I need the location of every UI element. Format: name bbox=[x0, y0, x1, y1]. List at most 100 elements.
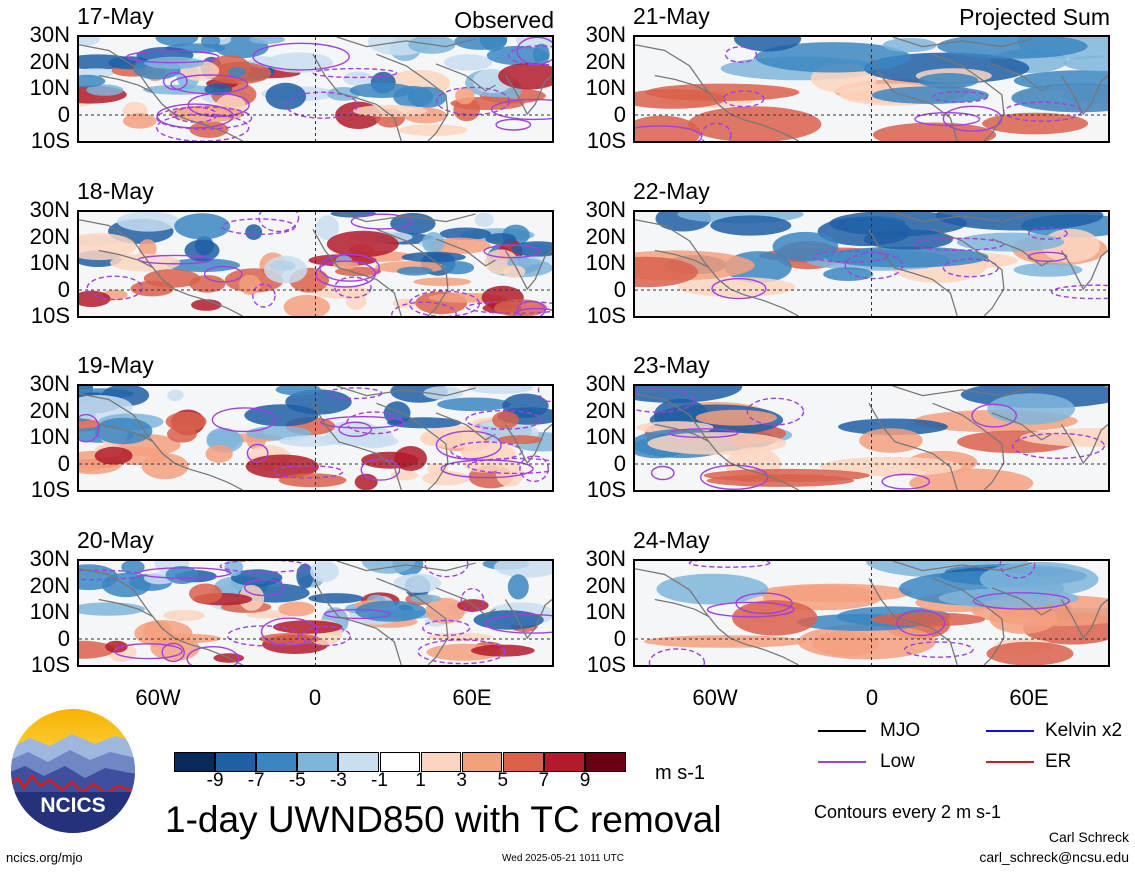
lat-label-10n: 10N bbox=[585, 250, 626, 275]
colorbar-label-10: 9 bbox=[579, 770, 591, 791]
colorbar-label-1: -9 bbox=[206, 770, 224, 791]
legend-low-label: Low bbox=[880, 751, 915, 772]
lat-label-20n: 20N bbox=[585, 572, 626, 598]
colorbar-label-5: -1 bbox=[371, 770, 388, 791]
legend-kelvin-label: Kelvin x2 bbox=[1045, 720, 1123, 741]
lat-label-30n: 30N bbox=[29, 22, 70, 47]
lat-label-10s: 10S bbox=[30, 128, 70, 153]
lat-label-10n: 10N bbox=[29, 599, 70, 624]
chart-title: 1-day UWND850 with TC removal bbox=[165, 799, 722, 840]
ncics-logo[interactable]: NCICS bbox=[10, 708, 136, 834]
legend-er-label: ER bbox=[1045, 751, 1072, 772]
colorbar-label-9: 7 bbox=[538, 770, 550, 791]
panel-date-observed-3: 19-May bbox=[77, 352, 154, 378]
colorbar-label-6: 1 bbox=[415, 770, 426, 791]
colorbar-swatch-2 bbox=[215, 752, 256, 772]
contour-note: Contours every 2 m s-1 bbox=[814, 802, 1002, 822]
lon-label-0-left: 0 bbox=[308, 685, 322, 710]
lat-label-30n: 30N bbox=[29, 371, 70, 396]
lat-label-20n: 20N bbox=[585, 48, 626, 74]
lat-label-10n: 10N bbox=[29, 75, 70, 100]
lon-label-60w-right: 60W bbox=[692, 685, 738, 710]
author-email[interactable]: carl_schreck@ncsu.edu bbox=[979, 849, 1129, 865]
lat-label-20n: 20N bbox=[29, 223, 70, 249]
colorbar-label-2: -7 bbox=[247, 770, 265, 791]
lon-label-60w-left: 60W bbox=[135, 685, 181, 710]
legend-mjo-line bbox=[818, 730, 866, 732]
lat-label-10s: 10S bbox=[586, 652, 626, 677]
colorbar-label-8: 5 bbox=[497, 770, 509, 791]
lat-label-10n: 10N bbox=[29, 424, 70, 449]
lat-label-30n: 30N bbox=[585, 371, 626, 396]
colorbar-swatch-10 bbox=[543, 752, 585, 772]
map-panel-projected-4 bbox=[633, 559, 1110, 667]
map-panel-observed-3 bbox=[77, 384, 554, 492]
lon-label-0-right: 0 bbox=[865, 685, 879, 710]
panel-date-projected-1: 21-May bbox=[633, 3, 710, 29]
panel-date-projected-3: 23-May bbox=[633, 352, 710, 378]
lat-label-20n: 20N bbox=[585, 223, 626, 249]
lat-label-20n: 20N bbox=[29, 397, 70, 423]
colorbar-swatch-7 bbox=[420, 752, 462, 772]
panel-date-observed-1: 17-May bbox=[77, 3, 154, 29]
lat-label-10s: 10S bbox=[586, 303, 626, 328]
lat-label-10n: 10N bbox=[29, 250, 70, 275]
lat-label-0: 0 bbox=[57, 625, 70, 651]
map-panel-projected-1 bbox=[633, 35, 1110, 143]
lat-label-30n: 30N bbox=[585, 546, 626, 571]
legend-kelvin-line bbox=[986, 730, 1034, 732]
lat-label-30n: 30N bbox=[29, 546, 70, 571]
colorbar-swatch-11 bbox=[585, 752, 626, 772]
colorbar-swatch-5 bbox=[338, 752, 380, 772]
lon-label-60e-left: 60E bbox=[452, 685, 492, 710]
site-link[interactable]: ncics.org/mjo bbox=[6, 850, 83, 865]
colorbar-units: m s-1 bbox=[655, 762, 705, 784]
lat-label-20n: 20N bbox=[585, 397, 626, 423]
timestamp: Wed 2025-05-21 1011 UTC bbox=[502, 853, 624, 864]
lat-label-0: 0 bbox=[613, 101, 626, 127]
map-panel-observed-4 bbox=[77, 559, 554, 667]
panel-date-observed-4: 20-May bbox=[77, 527, 154, 553]
lat-label-0: 0 bbox=[613, 450, 626, 476]
lat-label-10n: 10N bbox=[585, 424, 626, 449]
lon-label-60e-right: 60E bbox=[1009, 685, 1049, 710]
lat-label-10s: 10S bbox=[586, 477, 626, 502]
lat-label-30n: 30N bbox=[585, 197, 626, 222]
colorbar-swatch-6 bbox=[379, 752, 421, 772]
panel-date-projected-4: 24-May bbox=[633, 527, 710, 553]
colorbar-swatch-4 bbox=[297, 752, 339, 772]
panel-date-observed-2: 18-May bbox=[77, 178, 154, 204]
lat-label-30n: 30N bbox=[29, 197, 70, 222]
projected-label: Projected Sum bbox=[959, 4, 1110, 30]
lat-label-10s: 10S bbox=[30, 477, 70, 502]
legend-er-line bbox=[986, 761, 1034, 763]
lat-label-10s: 10S bbox=[30, 652, 70, 677]
map-panel-observed-2 bbox=[77, 210, 554, 318]
colorbar-label-3: -5 bbox=[288, 770, 306, 791]
lat-label-10s: 10S bbox=[30, 303, 70, 328]
colorbar-label-7: 3 bbox=[456, 770, 467, 791]
map-panel-projected-2 bbox=[633, 210, 1110, 318]
lat-label-0: 0 bbox=[613, 625, 626, 651]
logo-text: NCICS bbox=[40, 794, 105, 817]
map-panel-observed-1 bbox=[77, 35, 554, 143]
lat-label-10n: 10N bbox=[585, 599, 626, 624]
lat-label-0: 0 bbox=[57, 450, 70, 476]
lat-label-10n: 10N bbox=[585, 75, 626, 100]
lat-label-0: 0 bbox=[613, 276, 626, 302]
map-panel-projected-3 bbox=[633, 384, 1110, 492]
legend-mjo-label: MJO bbox=[880, 720, 921, 741]
colorbar-label-4: -3 bbox=[329, 770, 347, 791]
colorbar-swatch-8 bbox=[461, 752, 503, 772]
lat-label-20n: 20N bbox=[29, 572, 70, 598]
lat-label-0: 0 bbox=[57, 276, 70, 302]
panel-date-projected-2: 22-May bbox=[633, 178, 710, 204]
author-name: Carl Schreck bbox=[1048, 829, 1129, 845]
lat-label-30n: 30N bbox=[585, 22, 626, 47]
lat-label-10s: 10S bbox=[586, 128, 626, 153]
colorbar-swatch-1 bbox=[174, 752, 215, 772]
observed-label: Observed bbox=[454, 7, 554, 33]
legend-low-line bbox=[818, 761, 866, 763]
lat-label-0: 0 bbox=[57, 101, 70, 127]
lat-label-20n: 20N bbox=[29, 48, 70, 74]
